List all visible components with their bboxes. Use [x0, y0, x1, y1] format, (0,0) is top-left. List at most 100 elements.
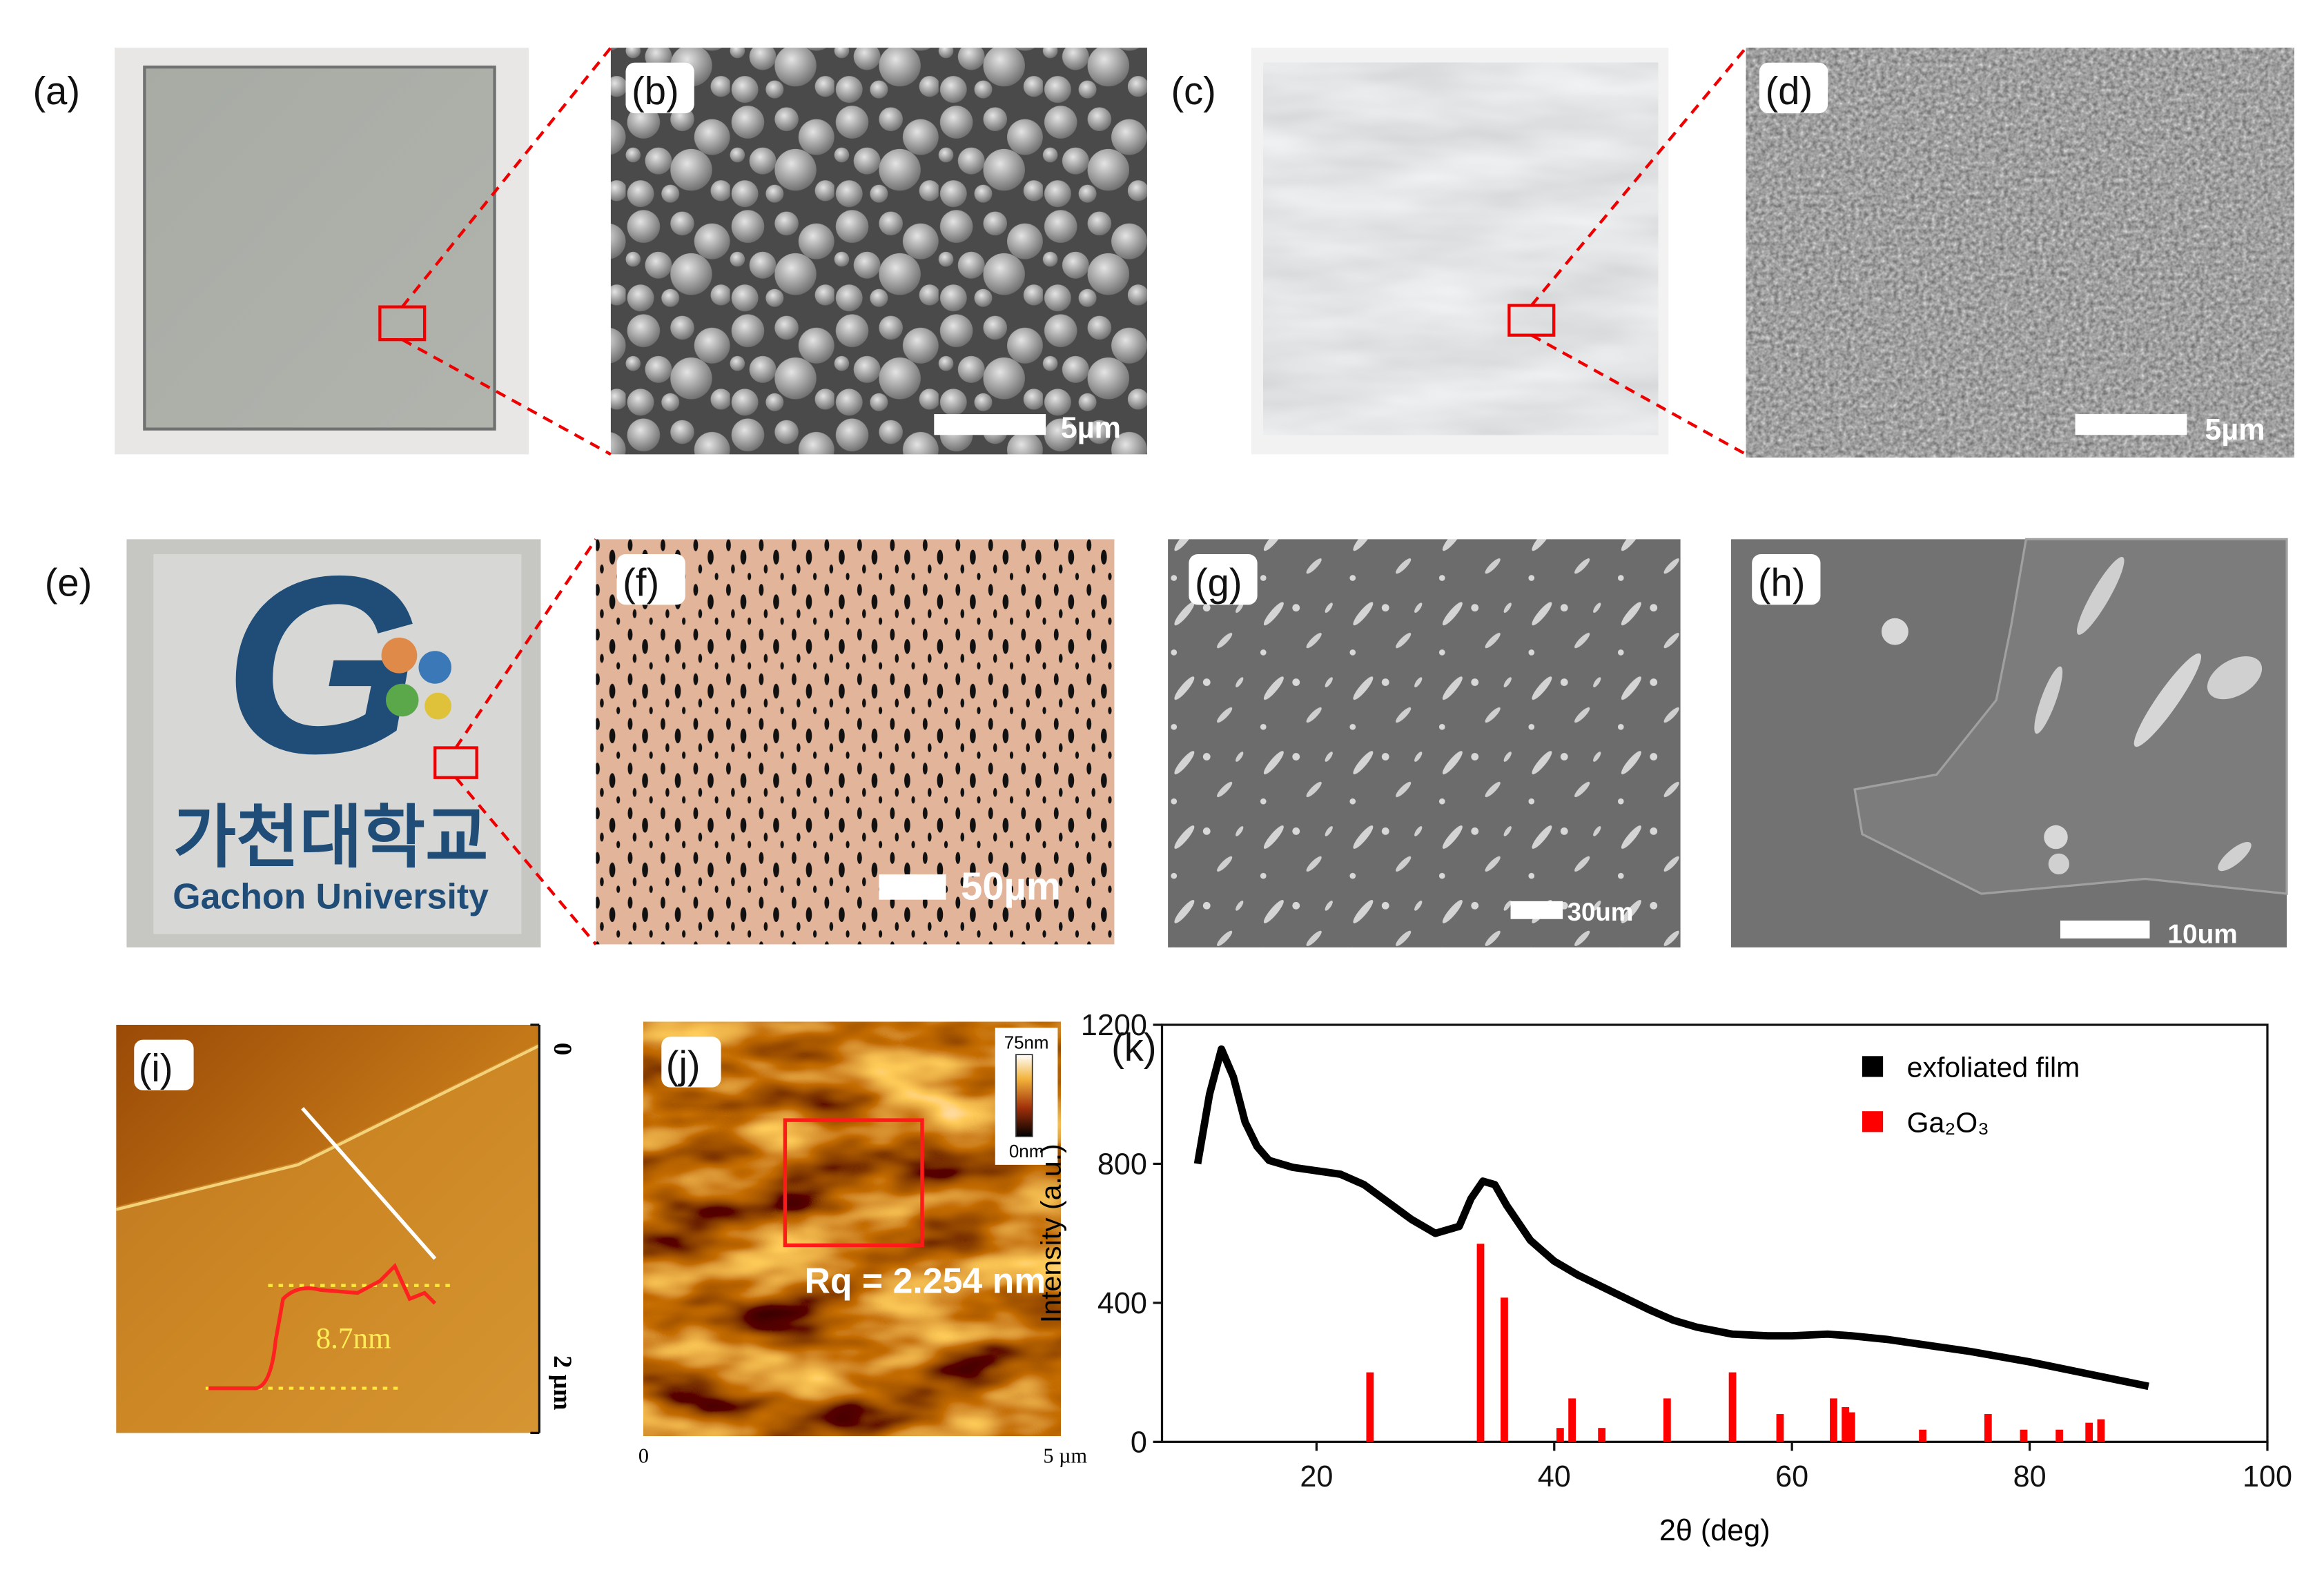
- zoom-line: [1530, 46, 1748, 306]
- data-bar: [2085, 1422, 2093, 1442]
- afm-image: [643, 1021, 1061, 1436]
- panel-label: (d): [1766, 69, 1813, 112]
- flake: [1853, 538, 2288, 895]
- logo-petal: [418, 651, 451, 684]
- x-tick-label: 100: [2243, 1460, 2292, 1493]
- data-bar: [1568, 1398, 1576, 1442]
- scale-bar: [2060, 920, 2150, 939]
- axis-start: 0: [549, 1043, 577, 1055]
- data-bar: [2097, 1419, 2105, 1442]
- data-bar: [1842, 1406, 1850, 1442]
- panel-label: (c): [1171, 69, 1215, 112]
- y-tick-label: 0: [1131, 1426, 1147, 1459]
- data-bar: [1830, 1398, 1837, 1442]
- panel-label: (h): [1758, 560, 1806, 604]
- particle: [1881, 618, 1908, 645]
- panel-label: (k): [1111, 1026, 1156, 1069]
- panel-label: (e): [45, 560, 92, 604]
- x-tick-label: 60: [1775, 1460, 1808, 1493]
- zoom-line: [401, 338, 612, 456]
- label-bg: [1189, 553, 1258, 605]
- label-bg: [625, 62, 694, 114]
- scale-label: 5µm: [2205, 413, 2265, 447]
- axis-end: 5 µm: [1043, 1444, 1087, 1468]
- logo-petal: [386, 683, 419, 717]
- y-tick-label: 400: [1097, 1287, 1147, 1320]
- x-tick-label: 20: [1300, 1460, 1333, 1493]
- label-bg: [1752, 553, 1821, 605]
- axis-end: 2 µm: [549, 1355, 577, 1410]
- data-bar: [1776, 1414, 1784, 1442]
- panel-label: (a): [32, 69, 80, 112]
- colorbar: [1015, 1054, 1033, 1137]
- panel-label: (i): [139, 1046, 173, 1090]
- xrd-chart: (k) 0 400 800 1200 20 40 60 80 100 2θ (deg) Intens…: [1035, 1009, 2292, 1547]
- logo-petal: [424, 692, 451, 720]
- microscope-image: [596, 539, 1115, 945]
- label-bg: [1759, 62, 1828, 114]
- scale-label: 10um: [2167, 919, 2237, 949]
- terrace: [116, 1042, 540, 1433]
- sem-image: [1746, 48, 2294, 458]
- data-bar: [2056, 1429, 2064, 1442]
- label-bg: [661, 1037, 721, 1088]
- step-edge: [115, 1044, 540, 1211]
- colorbar-min: 0nm: [1009, 1142, 1044, 1161]
- panel-label: (g): [1195, 560, 1242, 604]
- scale-bar: [934, 414, 1046, 435]
- data-bar: [1984, 1414, 1992, 1442]
- label-bg: [134, 1039, 194, 1090]
- scale-label: 5µm: [1061, 412, 1121, 445]
- panel-label: (b): [632, 69, 679, 112]
- glass-substrate: [143, 66, 496, 431]
- zoom-line: [454, 538, 598, 749]
- profile-line: [301, 1107, 437, 1260]
- step-height: 8.7nm: [316, 1322, 391, 1355]
- particle: [2034, 666, 2063, 734]
- particle: [2076, 556, 2125, 635]
- particle: [2044, 825, 2068, 850]
- roi-box: [783, 1118, 924, 1248]
- particle: [2218, 841, 2252, 872]
- zoom-line: [454, 776, 597, 945]
- coated-substrate: [1263, 62, 1659, 435]
- sem-image: [610, 48, 1147, 455]
- logo-subtext: Gachon University: [173, 876, 489, 916]
- zoom-line: [1530, 333, 1747, 456]
- data-bar: [1663, 1398, 1671, 1442]
- data-bar: [1501, 1297, 1508, 1442]
- data-bar: [1919, 1429, 1926, 1442]
- height-profile: [208, 1262, 437, 1391]
- axis-start: 0: [638, 1444, 649, 1468]
- sem-image: [1168, 539, 1681, 948]
- y-tick-label: 1200: [1081, 1009, 1147, 1042]
- data-bar: [1728, 1372, 1737, 1442]
- zoom-line: [401, 46, 612, 308]
- legend-marker: [1862, 1056, 1884, 1077]
- x-tick-label: 40: [1538, 1460, 1571, 1493]
- colorbar-max: 75nm: [1004, 1034, 1049, 1053]
- y-tick-label: 800: [1097, 1148, 1147, 1181]
- legend-label: Ga₂O₃: [1907, 1106, 1989, 1138]
- panel-label: (f): [623, 560, 659, 604]
- legend-marker: [1862, 1111, 1884, 1132]
- roughness: Rq = 2.254 nm: [805, 1260, 1046, 1300]
- x-axis-label: 2θ (deg): [1659, 1514, 1770, 1547]
- data-bar: [1598, 1428, 1606, 1442]
- data-bar: [1556, 1428, 1564, 1442]
- scale-label: 50µm: [961, 865, 1061, 908]
- data-line: [1193, 1045, 2149, 1391]
- data-bar: [1366, 1372, 1374, 1442]
- panel-label: (j): [666, 1043, 701, 1087]
- particle: [2207, 656, 2263, 700]
- data-bar: [1847, 1412, 1855, 1442]
- particle: [2133, 653, 2202, 747]
- y-axis-label: Intensity (a.u.): [1035, 1144, 1067, 1323]
- scale-bar: [2075, 414, 2187, 435]
- scale-bar: [1510, 901, 1563, 919]
- data-bar: [2020, 1429, 2028, 1442]
- particle: [2048, 853, 2069, 874]
- legend-label: exfoliated film: [1907, 1052, 2080, 1083]
